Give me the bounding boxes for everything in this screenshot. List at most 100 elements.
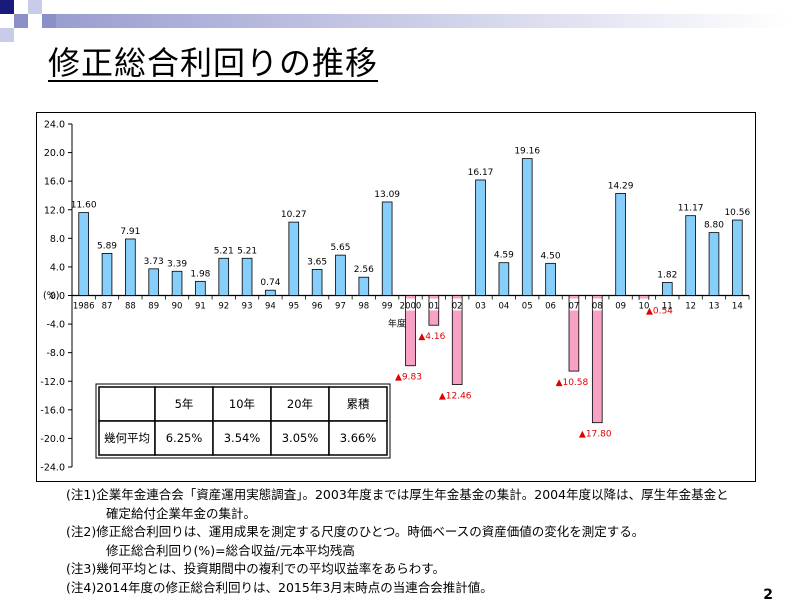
y-tick-label: 20.0 [44, 148, 65, 159]
x-tick-label: 07 [568, 302, 579, 312]
x-tick-label: 10 [639, 302, 650, 312]
x-tick-label: 12 [685, 302, 696, 312]
header-gradient-band [56, 14, 789, 28]
summary-table-header: 累積 [347, 397, 370, 411]
summary-table-cell [98, 386, 156, 422]
bar [708, 232, 720, 296]
x-tick-label: 1986 [73, 302, 95, 312]
bar [498, 262, 510, 296]
bar [218, 257, 230, 296]
bar [732, 219, 743, 296]
bar [591, 295, 603, 424]
bar [521, 158, 533, 296]
y-tick-label: -4.0 [46, 320, 65, 331]
page-number: 2 [763, 587, 773, 603]
x-tick-label: 95 [288, 302, 299, 312]
header-square-dark [0, 0, 14, 14]
bar [381, 201, 393, 296]
data-label: 8.80 [704, 221, 724, 231]
summary-table-value: 3.66% [340, 431, 377, 445]
x-tick-label: 04 [498, 302, 509, 312]
page-title: 修正総合利回りの推移 [48, 44, 379, 82]
footnote-line: 確定給付企業年金の集計。 [106, 505, 257, 521]
y-tick-label: 16.0 [44, 177, 65, 188]
x-tick-label: 02 [452, 302, 463, 312]
data-label: 13.09 [374, 190, 400, 200]
data-label: ▲10.58 [556, 378, 589, 388]
footnote-line: 修正総合利回り(%)=総合収益/元本平均残高 [106, 542, 355, 558]
data-label: 5.65 [330, 243, 350, 253]
x-tick-label-bg [569, 298, 579, 311]
data-label: ▲0.54 [646, 306, 673, 316]
summary-table-value: 3.54% [224, 431, 261, 445]
summary-table-value: 6.25% [166, 431, 203, 445]
x-tick-label: 08 [592, 302, 603, 312]
y-tick-label: 0.0 [50, 291, 65, 302]
summary-table-cell [328, 420, 388, 456]
data-label: 1.98 [190, 269, 210, 279]
summary-table-header: 10年 [229, 397, 255, 411]
data-label: 4.59 [494, 251, 514, 261]
data-label: 1.82 [657, 270, 677, 280]
data-label: 10.56 [724, 208, 750, 218]
x-tick-label: 11 [662, 302, 673, 312]
x-tick-label: 93 [242, 302, 253, 312]
summary-table-cell [270, 386, 330, 422]
data-label: ▲9.83 [395, 373, 422, 383]
x-tick-label: 14 [732, 302, 743, 312]
footnote-line: (注4)2014年度の修正総合利回りは、2015年3月末時点の当連合会推計値。 [66, 579, 493, 595]
bar [475, 179, 486, 296]
y-tick-label: 24.0 [44, 120, 65, 131]
data-label: ▲12.46 [439, 392, 472, 402]
y-tick-label: -16.0 [40, 405, 65, 416]
x-tick-label-bg [592, 298, 602, 311]
y-tick-label: -8.0 [46, 348, 65, 359]
summary-table-header: 5年 [175, 397, 194, 411]
bar [451, 295, 463, 385]
bar [358, 276, 370, 296]
x-tick-label: 92 [218, 302, 229, 312]
x-tick-label: 03 [475, 302, 486, 312]
x-tick-label-bg [639, 298, 649, 311]
x-tick-label: 01 [428, 302, 439, 312]
bar [148, 268, 160, 296]
data-label: 5.21 [214, 246, 234, 256]
x-tick-label: 2000 [400, 302, 422, 312]
data-label: 11.17 [678, 204, 704, 214]
chart-frame: 24.0 20.0 16.0 12.0 8.0 4.0 0.0 -4.0 -8.0 -12.0 -1… [36, 112, 756, 482]
summary-table-cell [154, 420, 214, 456]
x-tick-label: 87 [102, 302, 113, 312]
x-tick-label: 99 [382, 302, 393, 312]
data-label: 5.21 [237, 246, 257, 256]
bar [265, 289, 276, 296]
data-label: 4.50 [541, 251, 561, 261]
data-label: 2.56 [354, 265, 374, 275]
bar [335, 254, 346, 296]
footnote-line: (注3)幾何平均とは、投資期間中の複利での平均収益率をあらわす。 [66, 561, 445, 576]
data-label: 7.91 [120, 227, 140, 237]
x-tick-label: 13 [709, 302, 720, 312]
bar [171, 270, 183, 296]
bar [568, 295, 580, 372]
bar [661, 282, 673, 296]
y-axis-unit: (%) [43, 291, 59, 302]
y-tick-label: -24.0 [40, 463, 65, 474]
x-tick-label: 96 [312, 302, 323, 312]
y-tick-label: -20.0 [40, 434, 65, 445]
footnote-line: (注1)企業年金連合会「資産運用実態調査」。2003年度までは厚生年金基金の集計… [66, 487, 729, 502]
data-label: 0.74 [260, 278, 280, 288]
x-tick-label: 89 [148, 302, 159, 312]
y-tick-label: 8.0 [50, 234, 65, 245]
bar [615, 192, 626, 296]
bar [685, 215, 696, 296]
x-tick-label: 97 [335, 302, 346, 312]
x-tick-label-bg [406, 298, 415, 311]
data-label: 14.29 [608, 181, 634, 191]
bar [195, 280, 206, 296]
bar [78, 212, 89, 296]
data-label: ▲4.16 [418, 332, 445, 342]
x-tick-label: 09 [615, 302, 626, 312]
x-tick-label: 91 [195, 302, 206, 312]
header-square-light [28, 0, 42, 14]
footnote-line: (注2)修正総合利回りは、運用成果を測定する尺度のひとつ。時価ベースの資産価値の… [66, 524, 645, 539]
